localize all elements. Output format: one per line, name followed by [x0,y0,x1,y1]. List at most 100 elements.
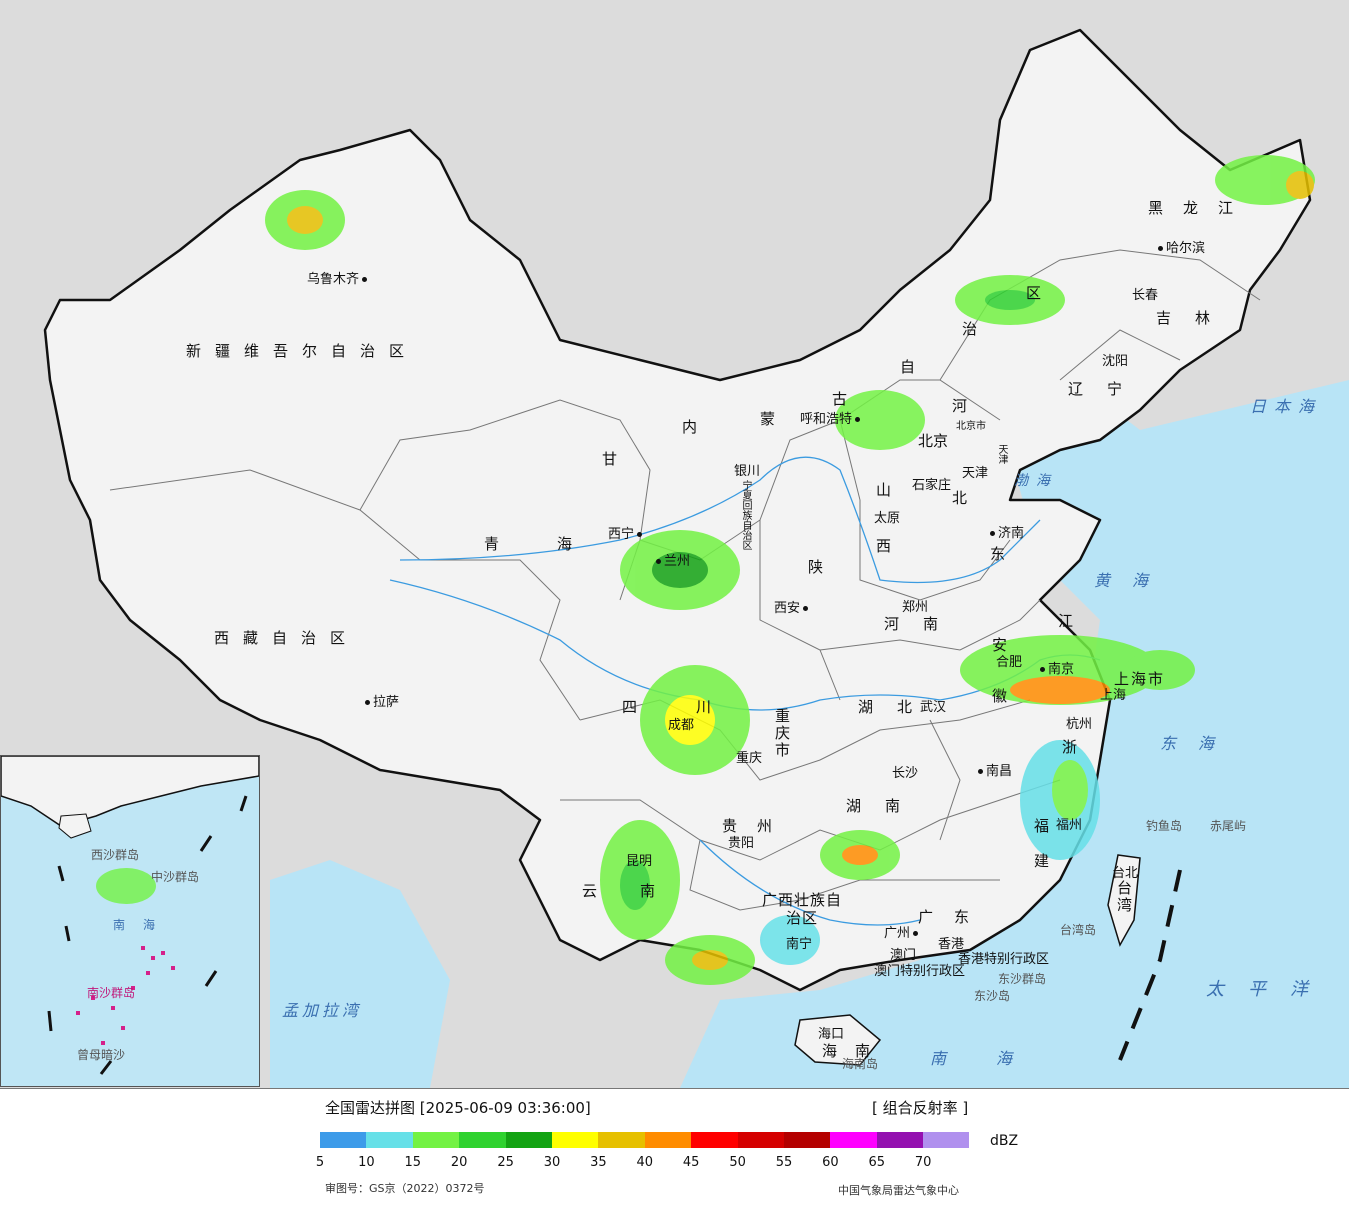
province-label: 贵州 [722,817,793,835]
legend-tick: 5 [315,1155,325,1170]
city-label: 兰州 [656,550,690,569]
legend-tick: 15 [404,1155,422,1170]
city-label: 乌鲁木齐 [307,268,370,287]
city-label: 昆明 [626,854,653,869]
city-label: 贵阳 [728,836,755,851]
province-label: 香港特别行政区 [958,952,1050,967]
legend-swatch [459,1132,506,1148]
province-label: 安 [992,636,1022,654]
inset-label: 西沙群岛 [91,848,140,862]
sea-label: 孟加拉湾 [282,1001,363,1020]
province-label: 陕 [808,558,838,576]
radar-echoes [265,155,1315,985]
legend-tick: 65 [868,1155,886,1170]
province-label: 西藏自治区 [214,629,360,647]
island-label: 赤尾屿 [1210,819,1247,833]
legend-swatch [876,1132,924,1148]
legend-tick: 70 [914,1155,932,1170]
legend-tick: 10 [358,1155,375,1170]
province-label: 南 [640,882,670,900]
sea-label: 渤海 [1014,473,1058,489]
city-label: 长春 [1132,288,1159,303]
legend-tick: 55 [775,1155,793,1170]
legend-swatch [783,1132,831,1148]
province-label: 海南 [822,1042,889,1060]
taiwan-island [1107,854,1141,947]
radar-map[interactable]: 新疆维吾尔自治区 西藏自治区 青海 甘 内 蒙 古 自 治 区 黑龙江 吉林 辽… [0,0,1349,1089]
province-label: 云 [582,882,612,900]
legend-swatch [737,1132,784,1148]
city-label: 济南 [990,522,1024,541]
review-number: 审图号：GS京（2022）0372号 [325,1182,485,1195]
province-label: 浙 [1062,738,1092,756]
legend-unit: dBZ [990,1133,1019,1149]
province-label: 河 [952,397,982,415]
legend-swatch [691,1132,738,1148]
island-label: 海南岛 [842,1057,879,1071]
sea-label: 东海 [1160,734,1237,753]
inset-label: 曾母暗沙 [77,1048,126,1062]
island-label: 台湾岛 [1060,923,1097,937]
province-label: 区 [1026,284,1056,302]
city-label: 上海 [1100,688,1127,703]
city-label: 呼和浩特 [800,408,863,427]
province-label: 西 [876,537,906,555]
city-label: 南昌 [978,760,1012,779]
map-base-layer [43,28,1349,1088]
legend-tick: 60 [822,1155,839,1170]
province-label: 吉林 [1156,309,1235,327]
province-label: 自 [900,358,930,376]
legend-swatch [412,1132,460,1148]
legend-tick: 50 [729,1155,746,1170]
city-label: 武汉 [920,700,947,715]
province-label: 宁夏回族自治区 [740,480,751,550]
province-label: 古 [832,390,862,408]
legend-swatch [505,1132,552,1148]
legend-swatch [830,1132,877,1148]
south-china-sea-inset[interactable]: 南海 南沙群岛 中沙群岛 西沙群岛 曾母暗沙 [0,755,260,1087]
province-label: 徽 [992,687,1022,705]
province-label: 甘 [602,450,632,468]
legend-tick: 40 [636,1155,654,1170]
city-label: 郑州 [902,600,929,615]
organization: 中国气象局雷达气象中心 [838,1184,959,1197]
province-label: 东 [954,908,984,926]
inset-label: 中沙群岛 [151,870,200,884]
province-label: 北 [952,489,982,507]
inset-map [1,756,259,1075]
province-label: 东 [990,545,1022,563]
product-type: [ 组合反射率 ] [872,1099,969,1117]
legend-tick: 45 [682,1155,700,1170]
province-label: 新疆维吾尔自治区 [186,342,419,360]
province-label: 北京市 [956,421,986,432]
province-label: 黑龙江 [1148,199,1254,217]
province-label: 台湾 [1115,880,1133,914]
city-label: 石家庄 [912,478,952,493]
bay-of-bengal [270,860,450,1088]
province-label: 重庆市 [773,708,791,759]
province-label: 广西壮族自治区 [762,891,843,927]
city-label: 北京 [918,432,949,450]
legend-swatch [366,1132,413,1148]
city-label: 海口 [818,1027,845,1042]
hainan-island [794,1014,882,1066]
legend-tick: 30 [543,1155,561,1170]
province-label: 河南 [884,615,963,633]
island-label: 东沙岛 [974,989,1011,1003]
city-label: 南京 [1040,658,1074,677]
province-label: 澳门特别行政区 [874,964,966,979]
province-label: 内 [682,418,712,436]
legend-swatch [644,1132,692,1148]
legend-swatch [598,1132,645,1148]
city-label: 西宁 [608,523,645,542]
legend-swatch [320,1132,367,1148]
island-label: 钓鱼岛 [1146,819,1183,833]
province-label: 湖南 [846,797,925,815]
province-label: 上海市 [1114,670,1166,688]
sea-label: 日本海 [1250,397,1323,416]
legend-swatch [551,1132,599,1148]
city-label: 台北 [1112,866,1139,881]
inset-label: 南海 [113,918,174,932]
province-label: 治 [962,320,992,338]
city-label: 香港 [938,937,965,952]
